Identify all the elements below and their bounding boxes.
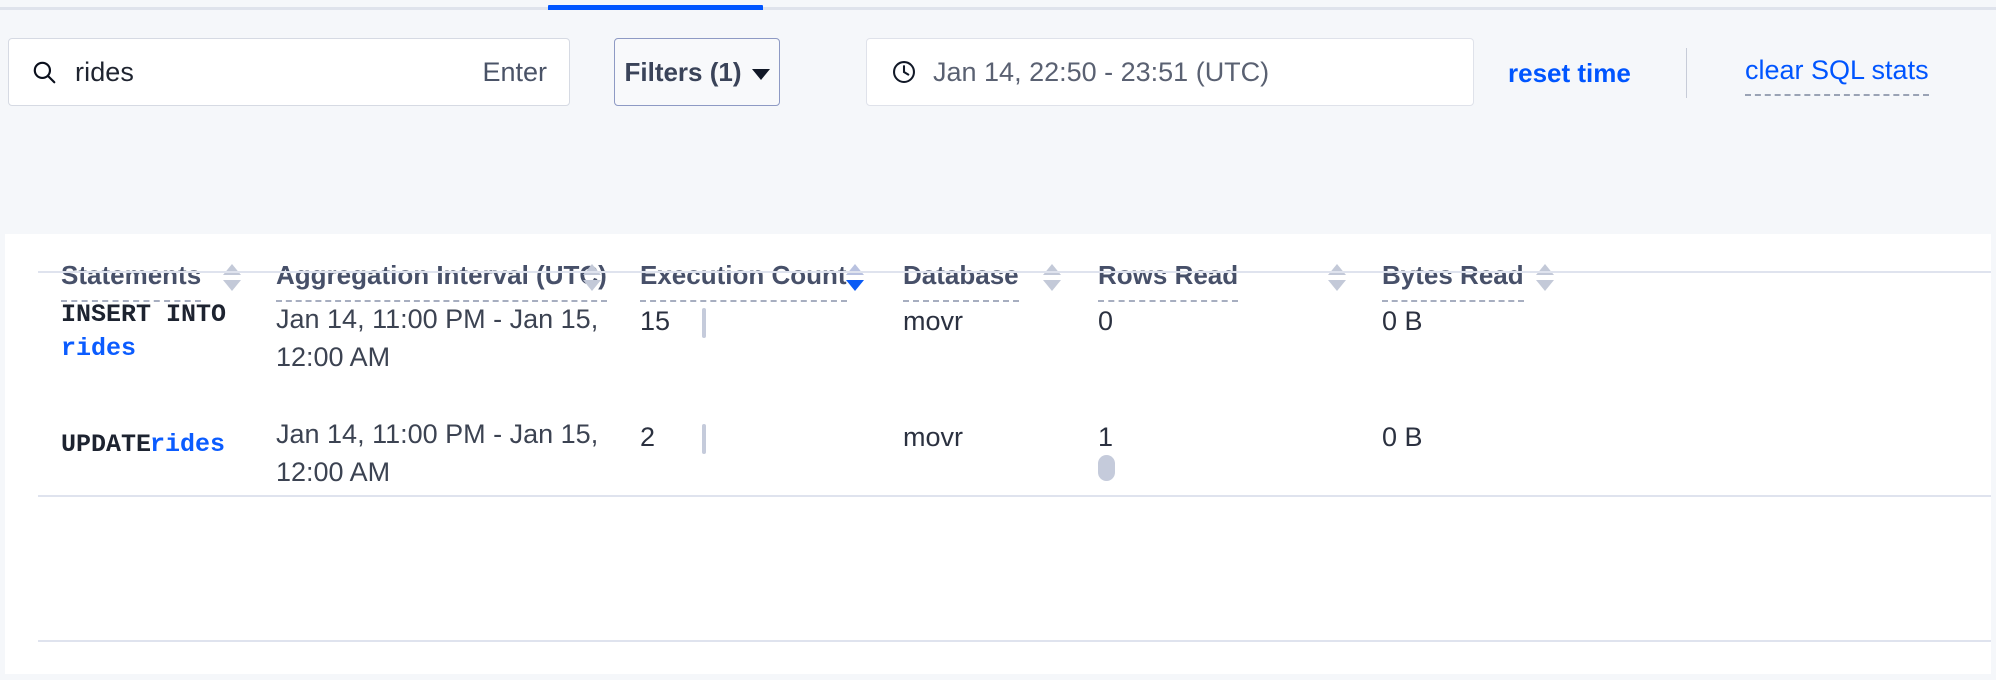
rows-read-value: 0	[1098, 306, 1114, 336]
column-header-rows-read[interactable]: Rows Read	[1098, 260, 1239, 302]
controls-toolbar: rides Enter Filters (1) Jan 14, 22:50 - …	[0, 10, 1996, 122]
execution-count-value: 15	[640, 306, 671, 336]
column-header-label: Aggregation Interval (UTC)	[276, 260, 607, 302]
database-value: movr	[903, 422, 963, 452]
sort-desc-icon	[1536, 280, 1554, 291]
column-header-label: Execution Count	[640, 260, 847, 302]
sort-toggle-aggregation-interval[interactable]	[583, 264, 601, 298]
clear-sql-stats-button[interactable]: clear SQL stats	[1745, 55, 1929, 96]
sort-asc-icon	[1536, 264, 1554, 275]
sort-toggle-rows-read[interactable]	[1328, 264, 1346, 298]
toolbar-divider	[1686, 48, 1687, 98]
tab-strip	[0, 0, 1996, 11]
clock-icon	[891, 59, 917, 85]
sort-desc-icon	[1043, 280, 1061, 291]
search-input[interactable]: rides Enter	[8, 38, 570, 106]
time-range-picker[interactable]: Jan 14, 22:50 - 23:51 (UTC)	[866, 38, 1474, 106]
column-header-label: Database	[903, 260, 1019, 302]
sort-asc-icon	[223, 264, 241, 275]
table-header-row: Statements Aggregation Interval (UTC) Ex…	[5, 234, 1991, 332]
execution-count-value: 2	[640, 422, 656, 452]
column-header-execution-count[interactable]: Execution Count	[640, 260, 847, 302]
column-header-bytes-read[interactable]: Bytes Read	[1382, 260, 1524, 302]
active-tab-indicator	[548, 5, 763, 11]
statement-keyword: INSERT INTO	[61, 300, 227, 329]
bytes-read-value: 0 B	[1382, 422, 1423, 452]
reset-time-button[interactable]: reset time	[1508, 58, 1631, 88]
rows-read-bar	[1098, 455, 1115, 481]
column-header-database[interactable]: Database	[903, 260, 1019, 302]
sort-desc-icon	[223, 280, 241, 291]
aggregation-interval-value: Jan 14, 11:00 PM - Jan 15, 12:00 AM	[276, 304, 599, 373]
sort-desc-icon	[1328, 280, 1346, 291]
search-enter-hint: Enter	[482, 56, 547, 87]
statement-keyword: UPDATE	[61, 430, 152, 459]
sort-toggle-statements[interactable]	[223, 264, 241, 298]
sort-toggle-database[interactable]	[1043, 264, 1061, 298]
search-input-value[interactable]: rides	[75, 56, 135, 87]
sort-toggle-execution-count[interactable]	[846, 264, 864, 298]
sort-desc-icon	[583, 280, 601, 291]
filters-button[interactable]: Filters (1)	[614, 38, 780, 106]
column-header-statements[interactable]: Statements	[61, 260, 202, 302]
filters-button-label: Filters (1)	[624, 56, 742, 87]
search-icon	[31, 59, 57, 85]
sort-asc-icon	[583, 264, 601, 275]
table-row-separator	[38, 495, 1991, 497]
column-header-label: Statements	[61, 260, 202, 302]
aggregation-interval-value: Jan 14, 11:00 PM - Jan 15, 12:00 AM	[276, 419, 599, 488]
bytes-read-value: 0 B	[1382, 306, 1423, 336]
time-range-value: Jan 14, 22:50 - 23:51 (UTC)	[933, 56, 1270, 87]
database-value: movr	[903, 306, 963, 336]
statements-table: Statements Aggregation Interval (UTC) Ex…	[5, 234, 1991, 674]
sort-asc-icon	[1328, 264, 1346, 275]
sort-desc-icon	[846, 280, 864, 291]
execution-count-bar	[702, 424, 706, 454]
sort-asc-icon	[1043, 264, 1061, 275]
column-header-aggregation-interval[interactable]: Aggregation Interval (UTC)	[276, 260, 607, 302]
rows-read-value: 1	[1098, 422, 1114, 452]
column-header-label: Rows Read	[1098, 260, 1239, 302]
sort-toggle-bytes-read[interactable]	[1536, 264, 1554, 298]
statement-table-link[interactable]: rides	[150, 430, 226, 459]
column-header-label: Bytes Read	[1382, 260, 1524, 302]
statement-table-link[interactable]: rides	[61, 334, 137, 363]
sort-asc-icon	[846, 264, 864, 275]
table-header-separator	[38, 271, 1991, 273]
chevron-down-icon	[751, 68, 770, 80]
execution-count-bar	[702, 308, 706, 338]
table-bottom-separator	[38, 640, 1991, 642]
results-bar: 2 results | clear filter	[0, 122, 1996, 337]
